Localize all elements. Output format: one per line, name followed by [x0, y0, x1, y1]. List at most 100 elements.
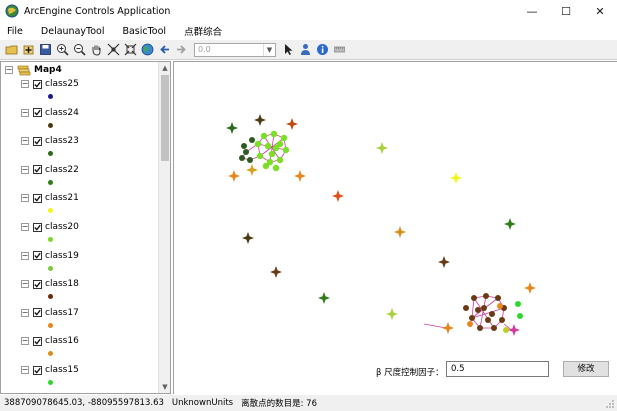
collapse-icon[interactable]: − [21, 222, 29, 231]
layer-visibility-checkbox[interactable] [33, 108, 42, 118]
layer-visibility-checkbox[interactable] [33, 251, 42, 261]
star-point-symbol [442, 322, 454, 334]
collapse-icon[interactable]: − [21, 164, 29, 174]
minimize-button[interactable]: — [526, 4, 538, 18]
title-bar: ArcEngine Controls Application — ☐ ✕ [0, 0, 617, 22]
scale-factor-label: β 尺度控制因子： [376, 368, 444, 378]
layer-name: class16 [45, 336, 79, 347]
star-point-symbol [246, 164, 258, 176]
open-icon[interactable] [3, 42, 19, 58]
fixed-extent-icon[interactable] [122, 42, 138, 58]
measure-icon[interactable] [331, 42, 347, 58]
menu-point-generalization[interactable]: 点群综合 [184, 27, 223, 38]
menu-file[interactable]: File [7, 25, 23, 37]
info-icon[interactable] [314, 42, 330, 58]
collapse-icon[interactable]: − [21, 365, 29, 374]
chevron-down-icon[interactable]: ▼ [263, 43, 275, 56]
full-extent-icon[interactable] [105, 42, 121, 58]
toc-layer-class23[interactable]: − class23 [21, 135, 79, 163]
scroll-down-icon[interactable]: ▼ [162, 383, 168, 391]
layer-name: class21 [45, 193, 79, 204]
collapse-icon[interactable]: − [5, 65, 13, 74]
layer-visibility-checkbox[interactable] [33, 279, 42, 289]
toc-layer-class19[interactable]: − class19 [21, 250, 79, 278]
map-canvas[interactable] [174, 62, 617, 395]
maximize-button[interactable]: ☐ [561, 4, 571, 18]
close-button[interactable]: ✕ [595, 4, 605, 18]
status-point-count: 离散点的数目是: 76 [241, 399, 317, 409]
menu-delaunay-tool[interactable]: DelaunayTool [40, 25, 105, 37]
collapse-icon[interactable]: − [21, 79, 29, 88]
scroll-up-icon[interactable]: ▲ [162, 64, 168, 72]
layer-symbol-icon [48, 208, 53, 214]
checkmark-icon [34, 109, 41, 116]
globe-icon[interactable] [139, 42, 155, 58]
menu-basic-tool[interactable]: BasicTool [122, 25, 167, 37]
collapse-icon[interactable]: − [21, 279, 29, 289]
modify-button[interactable]: 修改 [563, 361, 609, 377]
layer-visibility-checkbox[interactable] [33, 336, 42, 346]
toc-root-map[interactable]: − Map4 [5, 64, 62, 76]
toc-scrollbar[interactable]: ▲ ▼ [158, 62, 170, 393]
toc-layer-class15[interactable]: − class15 [21, 364, 79, 392]
toc-layer-class21[interactable]: − class21 [21, 192, 79, 220]
map-control[interactable] [173, 61, 617, 394]
checkmark-icon [34, 281, 41, 288]
layer-symbol-icon [48, 151, 53, 157]
resize-grip-icon[interactable] [605, 399, 615, 409]
layer-visibility-checkbox[interactable] [33, 193, 42, 203]
star-point-symbol [376, 142, 388, 154]
checkmark-icon [34, 138, 41, 145]
toc-layer-class17[interactable]: − class17 [21, 307, 79, 335]
toc-layer-class18[interactable]: − class18 [21, 278, 79, 306]
toc-layer-class16[interactable]: − class16 [21, 335, 79, 363]
pan-icon[interactable] [88, 42, 104, 58]
toc-layer-class24[interactable]: − class24 [21, 107, 79, 135]
toc-layer-class22[interactable]: − class22 [21, 164, 79, 192]
back-icon[interactable] [156, 42, 172, 58]
table-of-contents: − Map4 − class25− class24− class23− class22−… [0, 61, 171, 394]
layer-visibility-checkbox[interactable] [33, 165, 42, 175]
forward-icon[interactable] [173, 42, 189, 58]
collapse-icon[interactable]: − [21, 307, 29, 317]
layer-visibility-checkbox[interactable] [33, 222, 42, 232]
toc-root-label: Map4 [34, 65, 62, 75]
save-icon[interactable] [37, 42, 53, 58]
collapse-icon[interactable]: − [21, 136, 29, 146]
zoom-out-icon[interactable] [71, 42, 87, 58]
layer-symbol-icon [48, 94, 53, 99]
toc-layer-class20[interactable]: − class20 [21, 221, 79, 249]
star-point-symbol [254, 114, 266, 126]
layer-name: class25 [45, 79, 79, 89]
layer-visibility-checkbox[interactable] [33, 136, 42, 146]
collapse-icon[interactable]: − [21, 336, 29, 346]
layer-visibility-checkbox[interactable] [33, 79, 42, 89]
status-bar: 388709078645.03, -88095597813.63 Unknown… [0, 395, 617, 411]
layer-name: class23 [45, 136, 79, 147]
layer-symbol-icon [48, 351, 53, 357]
scattered-point-symbols [226, 114, 536, 336]
layer-name: class19 [45, 250, 79, 261]
toc-layer-class25[interactable]: − class25 [21, 78, 79, 106]
collapse-icon[interactable]: − [21, 193, 29, 203]
star-point-symbol [226, 122, 238, 134]
layer-visibility-checkbox[interactable] [33, 308, 42, 318]
globe-app-icon [5, 4, 19, 18]
star-point-symbol [394, 226, 406, 238]
scale-combo[interactable]: 0.0 ▼ [194, 42, 276, 57]
layer-symbol-icon [48, 265, 53, 271]
star-point-symbol [286, 118, 298, 130]
select-arrow-icon[interactable] [280, 42, 296, 58]
identify-icon[interactable] [297, 42, 313, 58]
collapse-icon[interactable]: − [21, 250, 29, 260]
scale-factor-input[interactable]: 0.5 [446, 361, 549, 377]
layer-visibility-checkbox[interactable] [33, 365, 42, 375]
scroll-thumb[interactable] [161, 75, 169, 161]
collapse-icon[interactable]: − [21, 107, 29, 117]
checkmark-icon [34, 224, 41, 231]
star-point-symbol [450, 172, 462, 184]
checkmark-icon [34, 167, 41, 173]
add-data-icon[interactable] [20, 42, 36, 58]
zoom-in-icon[interactable] [54, 42, 70, 58]
layers-icon [17, 65, 31, 75]
